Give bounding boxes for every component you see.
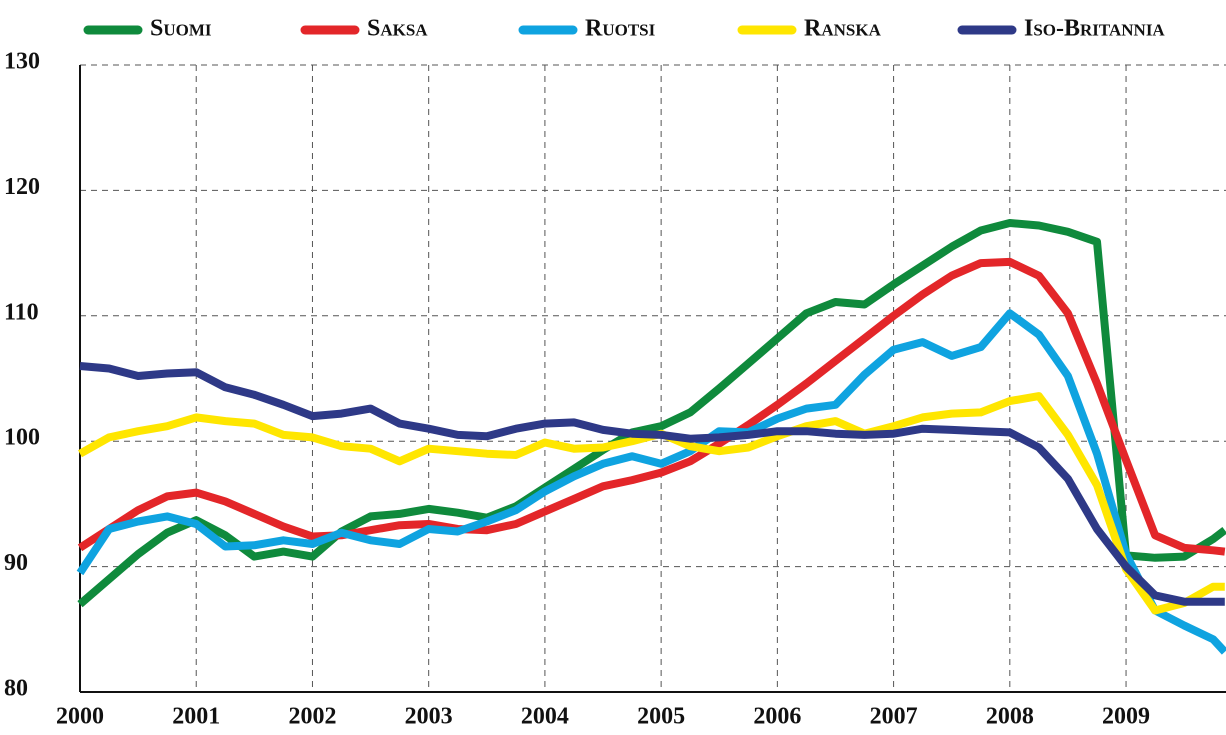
y-tick-label: 110: [4, 299, 39, 325]
legend-label: Iso-Britannia: [1024, 16, 1165, 42]
x-tick-label: 2008: [986, 704, 1034, 730]
series-line: [77, 257, 1226, 556]
series-line: [76, 309, 1226, 655]
y-tick-label: 120: [4, 174, 40, 200]
x-tick-label: 2005: [637, 704, 685, 730]
x-tick-label: 2000: [56, 704, 104, 730]
y-tick-label: 80: [4, 676, 28, 702]
legend-label: Ranska: [804, 16, 882, 42]
legend-label: Saksa: [367, 16, 428, 42]
x-tick-label: 2007: [870, 704, 918, 730]
y-tick-label: 90: [4, 550, 28, 576]
x-tick-label: 2009: [1102, 704, 1150, 730]
x-tick-label: 2004: [521, 704, 569, 730]
x-tick-label: 2006: [753, 704, 801, 730]
series-line: [77, 219, 1226, 608]
series-line: [79, 362, 1225, 606]
y-tick-label: 130: [4, 49, 40, 75]
legend-label: Ruotsi: [585, 16, 656, 42]
x-tick-label: 2002: [288, 704, 336, 730]
legend-label: Suomi: [150, 16, 212, 42]
y-tick-label: 100: [4, 425, 40, 451]
x-tick-label: 2003: [405, 704, 453, 730]
x-tick-label: 2001: [172, 704, 220, 730]
